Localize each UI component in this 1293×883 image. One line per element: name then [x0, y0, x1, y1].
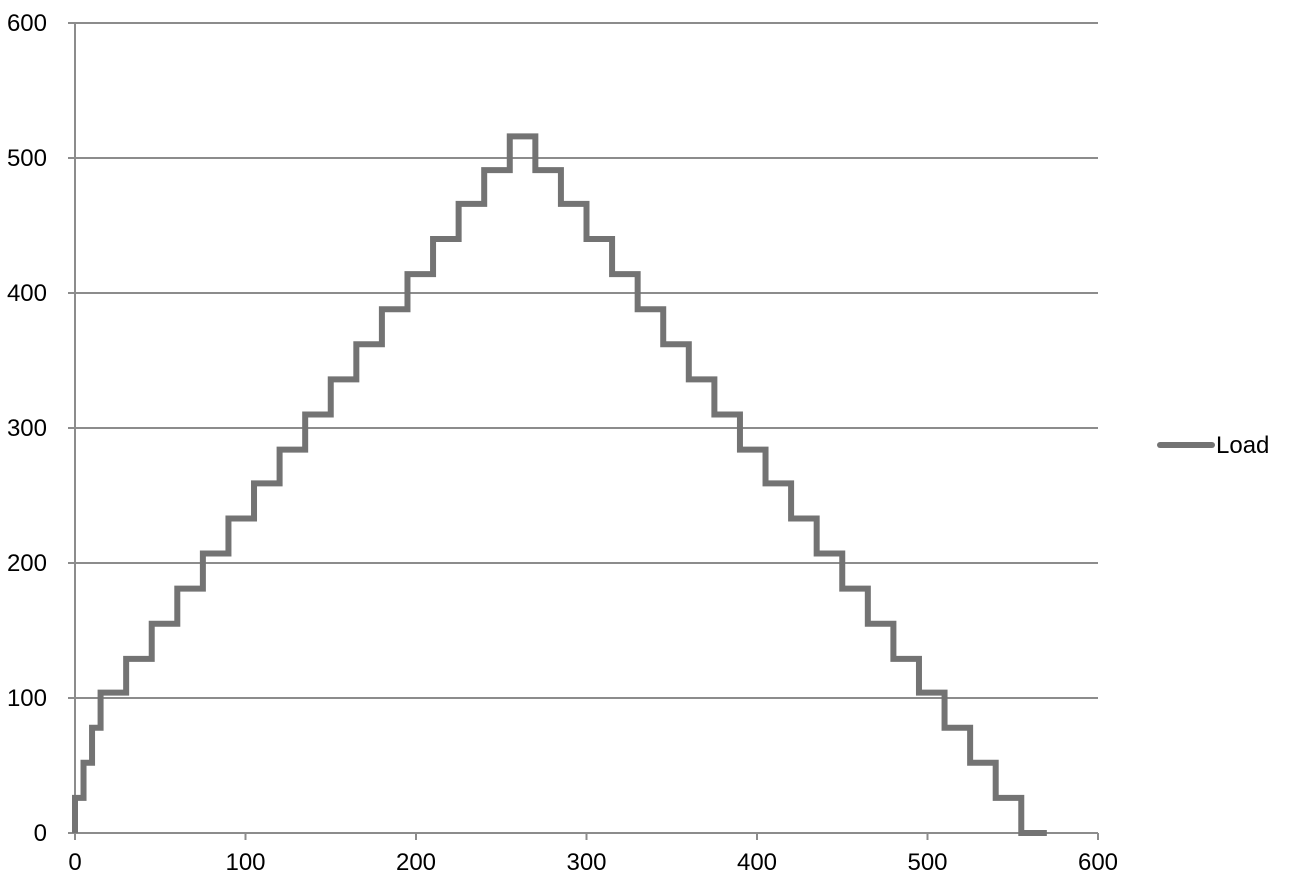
x-tick-label: 400 [737, 849, 777, 876]
axes [68, 22, 1099, 840]
legend: Load [1157, 432, 1269, 459]
y-tick-label: 600 [7, 10, 47, 37]
tick-labels: 0 100 200 300 400 500 600 0 100 200 300 400 500 600 [7, 10, 1118, 876]
x-tick-label: 500 [907, 849, 947, 876]
legend-label: Load [1216, 432, 1269, 459]
series-layer [72, 133, 1047, 836]
x-tick-label: 100 [225, 849, 265, 876]
y-tick-label: 0 [34, 820, 47, 847]
x-tick-label: 200 [396, 849, 436, 876]
x-tick-label: 0 [68, 849, 81, 876]
y-tick-label: 300 [7, 415, 47, 442]
x-tick-label: 300 [566, 849, 606, 876]
y-tick-label: 200 [7, 550, 47, 577]
series-line-load [72, 133, 1047, 836]
x-tick-label: 600 [1078, 849, 1118, 876]
y-tick-label: 500 [7, 145, 47, 172]
y-tick-label: 100 [7, 685, 47, 712]
gridlines [75, 22, 1098, 699]
y-tick-label: 400 [7, 280, 47, 307]
